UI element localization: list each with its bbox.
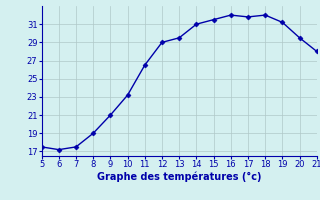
X-axis label: Graphe des températures (°c): Graphe des températures (°c) [97, 172, 261, 182]
